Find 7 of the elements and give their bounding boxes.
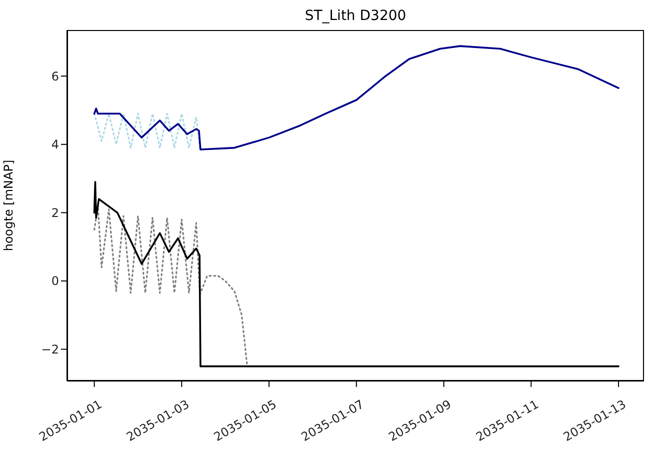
y-tick-label: 0 [51, 274, 59, 288]
chart-title: ST_Lith D3200 [304, 8, 408, 24]
y-tick-label: 2 [51, 206, 59, 220]
y-tick-label: −2 [41, 342, 59, 357]
y-axis-title: hoogte [mNAP] [1, 160, 16, 252]
y-tick-label: 4 [51, 138, 59, 152]
y-tick-label: 6 [51, 69, 59, 84]
